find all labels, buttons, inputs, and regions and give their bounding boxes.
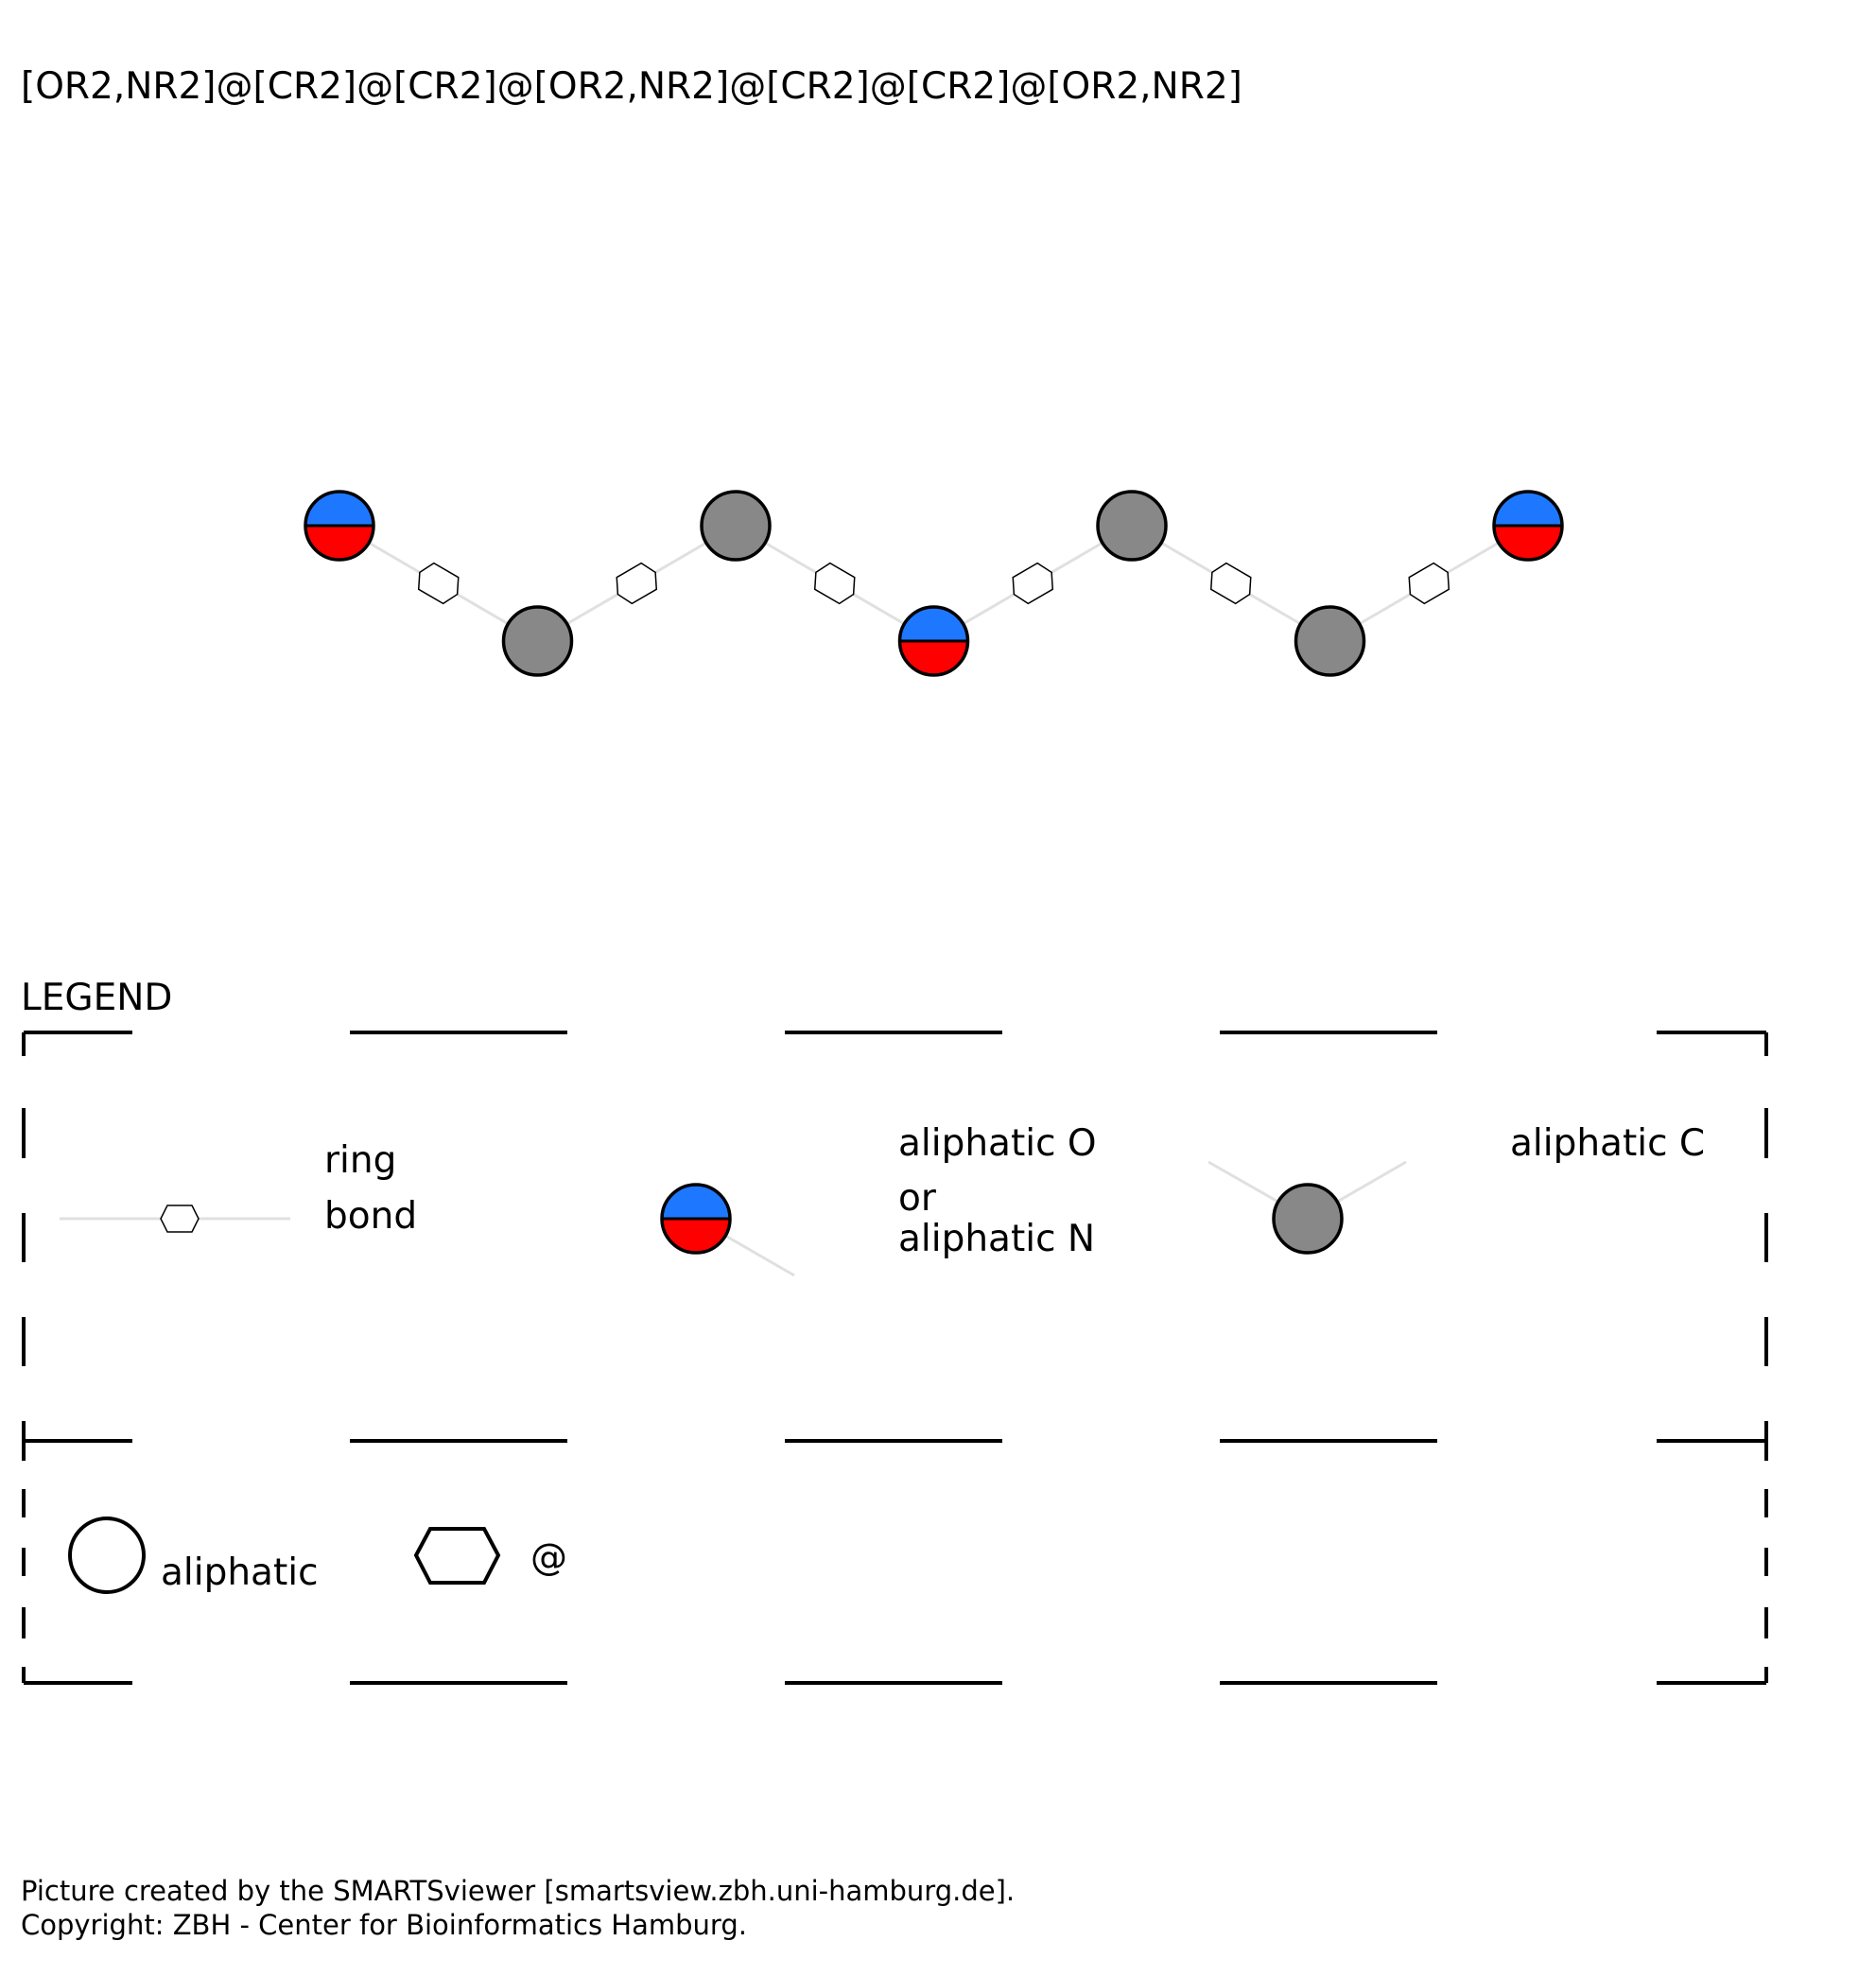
legend-carbon-label: aliphatic C xyxy=(1510,1122,1705,1165)
legend-title: LEGEND xyxy=(21,977,172,1019)
atom-o-or-n xyxy=(897,605,970,677)
legend-o-label: aliphatic O xyxy=(898,1122,1097,1165)
ring-bond xyxy=(1329,524,1529,643)
legend-aliphatic-label: aliphatic xyxy=(161,1551,319,1594)
footer-copyright: Copyright: ZBH - Center for Bioinformati… xyxy=(21,1909,747,1941)
legend-ring-bond-symbol xyxy=(60,1205,290,1233)
ring-bond xyxy=(932,524,1133,643)
atom-carbon xyxy=(501,605,574,677)
molecule-bonds xyxy=(339,524,1529,643)
legend-or-label: or xyxy=(898,1177,937,1220)
ring-bond xyxy=(735,524,935,643)
legend-o-or-n-symbol xyxy=(660,1183,795,1277)
legend-ring-symbol-label: @ xyxy=(530,1536,567,1579)
atom-o-or-n xyxy=(304,490,375,562)
atom-carbon xyxy=(1294,605,1366,677)
legend-aliphatic-circle xyxy=(68,1517,146,1594)
footer-credit: Picture created by the SMARTSviewer [sma… xyxy=(21,1875,1015,1907)
legend-ring-label: ring xyxy=(324,1139,396,1182)
ring-bond xyxy=(1131,524,1331,643)
legend-ring-hexagon xyxy=(413,1527,501,1585)
legend-carbon-symbol xyxy=(1207,1160,1407,1255)
atom-carbon xyxy=(1096,490,1168,562)
molecule-atoms xyxy=(304,490,1564,677)
legend-box xyxy=(22,1031,1768,1685)
smarts-pattern: [OR2,NR2]@[CR2]@[CR2]@[OR2,NR2]@[CR2]@[C… xyxy=(21,65,1242,108)
atom-o-or-n xyxy=(1492,490,1564,562)
atom-carbon xyxy=(700,490,772,562)
ring-bond xyxy=(339,524,539,643)
legend-n-label: aliphatic N xyxy=(898,1218,1095,1260)
ring-bond xyxy=(536,524,737,643)
legend-bond-label: bond xyxy=(324,1195,417,1238)
